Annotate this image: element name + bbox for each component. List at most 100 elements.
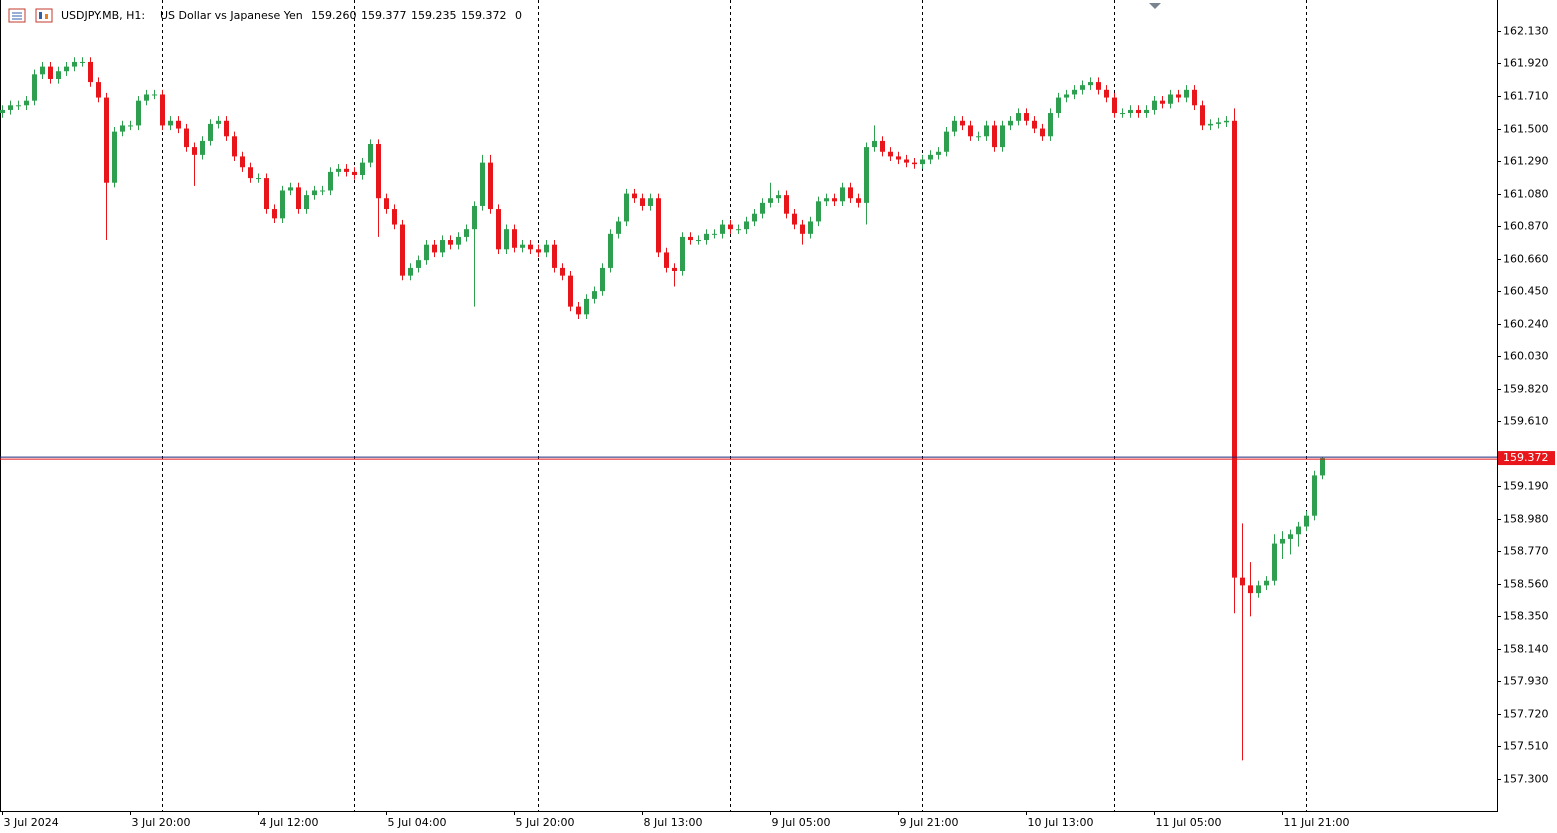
header-icons xyxy=(8,8,53,23)
candle-body xyxy=(1016,113,1021,121)
header-low: 159.235 xyxy=(411,9,457,22)
candle-body xyxy=(992,125,997,148)
icon xyxy=(45,14,48,19)
candle-body xyxy=(136,100,141,126)
candle-body xyxy=(872,140,877,148)
candle-body xyxy=(720,224,725,234)
candle-body xyxy=(1096,82,1101,90)
candle-body xyxy=(120,125,125,132)
y-tick-label: 160.240 xyxy=(1503,318,1549,331)
candle-body xyxy=(376,144,381,199)
candle-body xyxy=(160,94,165,126)
y-tick-label: 160.450 xyxy=(1503,285,1549,298)
candle-body xyxy=(64,66,69,72)
candle-body xyxy=(936,151,941,155)
candle-body xyxy=(288,187,293,191)
candle-body xyxy=(880,140,885,152)
candle-body xyxy=(1224,120,1229,123)
candle-body xyxy=(1176,94,1181,98)
candle-body xyxy=(320,190,325,192)
candle-body xyxy=(1048,113,1053,137)
candle-body xyxy=(216,120,221,124)
candle-body xyxy=(552,244,557,268)
candle-body xyxy=(1152,100,1157,110)
candle-body xyxy=(800,224,805,234)
candle-body xyxy=(536,249,541,253)
candle-body xyxy=(544,244,549,253)
y-tick-label: 157.510 xyxy=(1503,740,1549,753)
candle-body xyxy=(528,244,533,250)
candle-body xyxy=(1072,89,1077,95)
candle-body xyxy=(592,291,597,299)
y-tick-label: 159.820 xyxy=(1503,383,1549,396)
candle-body xyxy=(16,105,21,107)
y-tick-label: 158.980 xyxy=(1503,513,1549,526)
candle-body xyxy=(1208,123,1213,126)
shift-marker xyxy=(1149,3,1161,9)
y-tick-label: 159.190 xyxy=(1503,480,1549,493)
candle-body xyxy=(488,162,493,210)
header-spread: 0 xyxy=(515,9,522,22)
candle-body xyxy=(336,168,341,172)
candle-body xyxy=(304,195,309,210)
x-tick-label: 10 Jul 13:00 xyxy=(1028,816,1094,829)
candle-body xyxy=(40,66,45,75)
candle-body xyxy=(184,128,189,148)
candle-body xyxy=(920,159,925,165)
y-tick-label: 157.720 xyxy=(1503,708,1549,721)
symbol: USDJPY.MB, H1: xyxy=(61,9,145,22)
x-tick-label: 11 Jul 21:00 xyxy=(1284,816,1350,829)
candle-body xyxy=(1264,580,1269,586)
candle-body xyxy=(352,171,357,175)
candle-body xyxy=(608,233,613,268)
candle-body xyxy=(240,156,245,168)
candle-body xyxy=(560,267,565,276)
candle-body xyxy=(1160,100,1165,104)
candle-body xyxy=(624,193,629,222)
x-tick-label: 5 Jul 04:00 xyxy=(388,816,447,829)
candle-body xyxy=(296,187,301,210)
candle-body xyxy=(792,213,797,225)
candle-body xyxy=(1168,94,1173,104)
candle-body xyxy=(208,123,213,141)
candle-body xyxy=(640,198,645,206)
candle-body xyxy=(1256,585,1261,594)
candle-body xyxy=(504,229,509,250)
candle-body xyxy=(408,267,413,276)
candle-body xyxy=(112,131,117,183)
candle-body xyxy=(128,125,133,127)
candle-body xyxy=(696,240,701,242)
day-separators xyxy=(162,0,1307,811)
y-tick-label: 161.290 xyxy=(1503,155,1549,168)
y-tick-label: 160.030 xyxy=(1503,350,1549,363)
candle-body xyxy=(1056,97,1061,114)
candle-body xyxy=(1112,97,1117,114)
candle-body xyxy=(1040,128,1045,137)
x-tick-label: 11 Jul 05:00 xyxy=(1156,816,1222,829)
candle-body xyxy=(448,240,453,245)
candle-body xyxy=(224,120,229,137)
candle-body xyxy=(24,100,29,106)
y-tick-label: 161.500 xyxy=(1503,123,1549,136)
y-tick-label: 157.300 xyxy=(1503,773,1549,786)
candle-body xyxy=(256,178,261,180)
candle-body xyxy=(1128,109,1133,114)
candle-body xyxy=(344,168,349,172)
candle-body xyxy=(360,162,365,175)
candle-body xyxy=(72,61,77,67)
candle-body xyxy=(728,224,733,230)
candle-body xyxy=(856,198,861,203)
header-high: 159.377 xyxy=(361,9,407,22)
candle-body xyxy=(464,229,469,237)
candle-body xyxy=(368,144,373,163)
candle-body xyxy=(480,162,485,206)
candle-body xyxy=(384,198,389,210)
candle-body xyxy=(1032,120,1037,129)
x-tick-label: 9 Jul 21:00 xyxy=(900,816,959,829)
candle-body xyxy=(712,233,717,235)
candle-body xyxy=(680,236,685,272)
candle-body xyxy=(48,66,53,79)
candle-body xyxy=(896,156,901,160)
candle-body xyxy=(1024,113,1029,121)
